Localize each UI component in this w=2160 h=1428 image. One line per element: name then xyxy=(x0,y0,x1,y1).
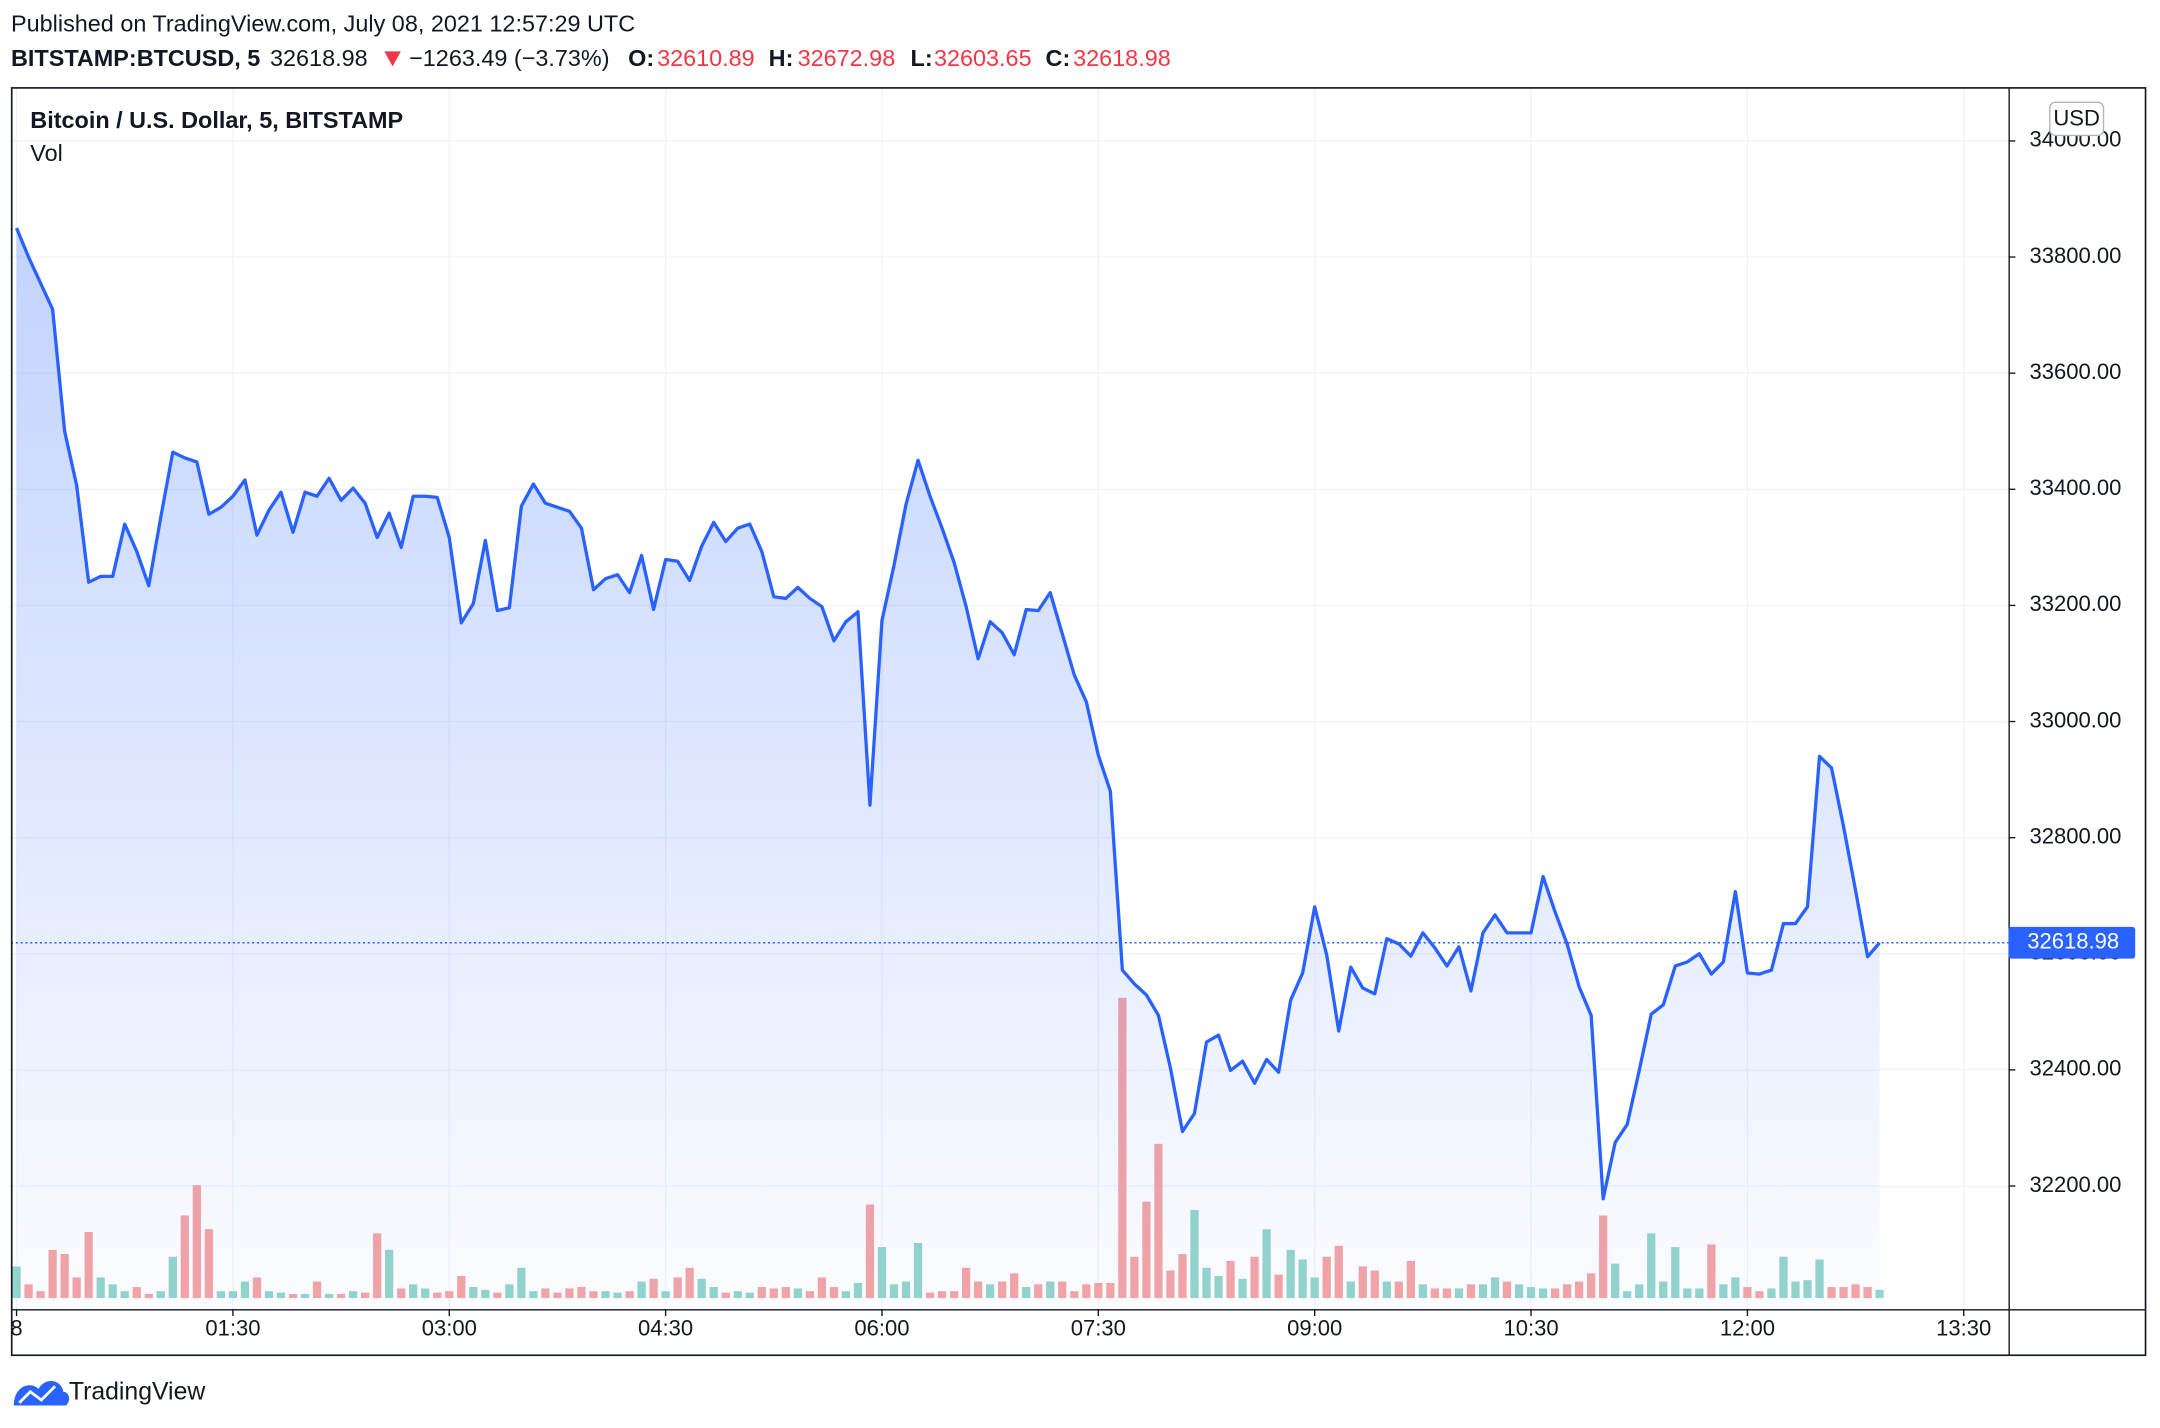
x-tick-label: 04:30 xyxy=(638,1316,693,1341)
change: −1263.49 (−3.73%) xyxy=(409,45,609,71)
x-tick-label: 09:00 xyxy=(1287,1316,1342,1341)
last-price-label: 32618.98 xyxy=(2027,929,2119,954)
currency-box[interactable] xyxy=(2049,101,2105,137)
ohlc-label: C: xyxy=(1046,45,1071,71)
ohlc-label: H: xyxy=(769,45,794,71)
x-tick-label: 01:30 xyxy=(205,1316,260,1341)
price-line xyxy=(15,227,1881,1201)
x-tick-label: 07:30 xyxy=(1071,1316,1126,1341)
chart-border xyxy=(10,87,2147,1357)
y-tick-label: 33000.00 xyxy=(2030,707,2122,732)
symbol: BITSTAMP:BTCUSD, 5 xyxy=(11,45,260,71)
plot xyxy=(11,227,2009,1310)
y-tick-label: 33200.00 xyxy=(2030,591,2122,616)
x-tick-label: 06:00 xyxy=(854,1316,909,1341)
brand: TradingView xyxy=(69,1379,205,1406)
x-tick-label: 13:30 xyxy=(1936,1316,1991,1341)
x-tick-label: 10:30 xyxy=(1503,1316,1558,1341)
currency[interactable]: USD xyxy=(2053,105,2100,130)
x-tick-label: 8 xyxy=(10,1316,22,1341)
brand-logo xyxy=(13,1381,70,1406)
volume-label: Vol xyxy=(30,140,63,166)
volume-bar xyxy=(1875,1289,1884,1299)
published-line: Published on TradingView.com, July 08, 2… xyxy=(11,10,635,36)
ohlc-label: L: xyxy=(911,45,933,71)
last-price: 32618.98 xyxy=(270,45,368,71)
price-area xyxy=(16,228,1880,1310)
logo-line xyxy=(18,1385,57,1404)
y-tick-label: 33800.00 xyxy=(2030,243,2122,268)
down-arrow xyxy=(384,51,401,67)
chart-title: Bitcoin / U.S. Dollar, 5, BITSTAMP xyxy=(30,107,403,133)
last-price-box xyxy=(2008,926,2136,959)
x-tick-label: 03:00 xyxy=(422,1316,477,1341)
y-tick-label: 32400.00 xyxy=(2030,1056,2122,1081)
ohlc-value: 32618.98 xyxy=(1073,45,1171,71)
y-tick-label: 33600.00 xyxy=(2030,359,2122,384)
x-tick-label: 12:00 xyxy=(1720,1316,1775,1341)
y-tick-label: 33400.00 xyxy=(2030,475,2122,500)
y-tick-label: 32800.00 xyxy=(2030,823,2122,848)
ohlc-value: 32610.89 xyxy=(657,45,755,71)
ohlc-label: O: xyxy=(628,45,654,71)
ohlc-value: 32672.98 xyxy=(798,45,896,71)
ohlc-value: 32603.65 xyxy=(934,45,1032,71)
axes: 32200.0032400.0032600.0032800.0033000.00… xyxy=(10,127,2136,1341)
y-tick-label: 32200.00 xyxy=(2030,1172,2122,1197)
